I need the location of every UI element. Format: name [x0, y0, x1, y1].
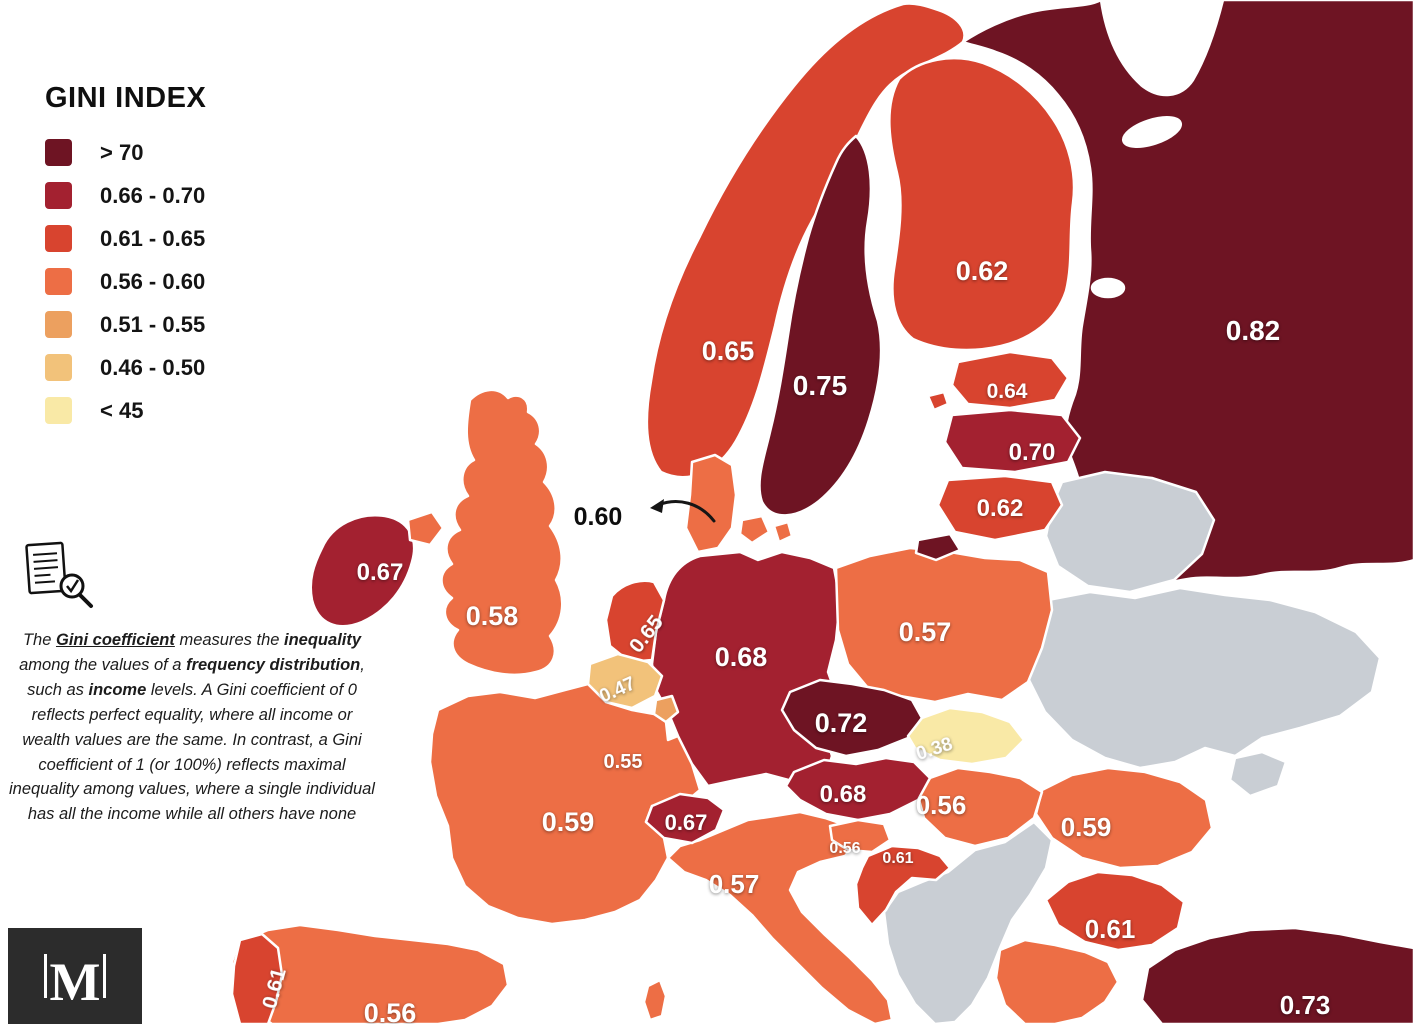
country-belarus	[1044, 470, 1216, 594]
country-hungary	[916, 766, 1044, 848]
label-croatia: 0.61	[882, 850, 913, 867]
label-italy: 0.57	[709, 869, 760, 899]
country-denmark	[684, 453, 738, 554]
legend-label: > 70	[100, 139, 144, 165]
white-sea	[1099, 0, 1225, 97]
label-luxembourg: 0.55	[604, 751, 643, 773]
estonia-island	[926, 390, 950, 412]
label-slovenia: 0.56	[829, 840, 860, 857]
legend-row: 0.51 - 0.55	[45, 311, 206, 338]
country-belgium	[586, 652, 664, 710]
country-sweden	[758, 134, 883, 517]
legend-row: 0.61 - 0.65	[45, 225, 206, 252]
island-corsica	[642, 978, 668, 1022]
country-norway	[645, 2, 966, 479]
country-romania	[1034, 766, 1214, 870]
legend: GINI INDEX > 70 0.66 - 0.70 0.61 - 0.65 …	[45, 82, 206, 440]
document-magnifier-icon	[25, 541, 93, 608]
legend-swatch	[45, 139, 72, 166]
label-romania: 0.59	[1061, 812, 1112, 842]
country-slovakia	[906, 706, 1026, 766]
denmark-island-funen	[738, 514, 771, 545]
legend-swatch	[45, 225, 72, 252]
map-title: GINI INDEX	[45, 82, 207, 114]
brand-logo: M	[8, 928, 142, 1024]
country-slovenia	[828, 818, 892, 854]
label-france: 0.59	[542, 807, 595, 837]
label-austria: 0.68	[820, 781, 867, 808]
region-western-balkans	[882, 820, 1054, 1024]
country-latvia	[943, 408, 1082, 474]
legend-label: 0.51 - 0.55	[100, 311, 206, 337]
brand-monogram: M	[44, 952, 106, 1012]
lake-onega	[1121, 116, 1183, 148]
legend-label: 0.56 - 0.60	[100, 268, 206, 294]
country-greece	[994, 938, 1120, 1024]
lake-ladoga	[1090, 277, 1126, 299]
legend-label: 0.61 - 0.65	[100, 225, 206, 251]
country-finland	[888, 57, 1076, 352]
country-lithuania	[936, 474, 1064, 542]
description-text: The Gini coefficient measures the inequa…	[9, 631, 375, 824]
region-kaliningrad	[914, 532, 962, 562]
label-denmark: 0.60	[574, 503, 623, 531]
country-united-kingdom	[440, 388, 564, 677]
country-croatia	[854, 844, 952, 927]
legend-label: < 45	[100, 397, 144, 423]
label-germany: 0.68	[715, 642, 768, 672]
country-luxembourg	[652, 694, 680, 724]
country-switzerland	[644, 792, 726, 845]
country-ireland	[309, 514, 416, 628]
label-bulgaria: 0.61	[1085, 914, 1136, 944]
denmark-island-zealand	[772, 520, 794, 544]
country-italy	[666, 810, 894, 1024]
country-austria	[784, 756, 932, 822]
legend-label: 0.66 - 0.70	[100, 182, 206, 208]
country-ukraine	[1026, 586, 1382, 770]
label-spain: 0.56	[364, 998, 417, 1024]
label-finland: 0.62	[956, 256, 1009, 286]
label-latvia: 0.70	[1009, 439, 1056, 466]
legend-row: 0.56 - 0.60	[45, 268, 206, 295]
denmark-arrow	[650, 499, 716, 523]
country-bulgaria	[1044, 870, 1186, 952]
region-crimea	[1228, 750, 1288, 798]
label-norway: 0.65	[702, 336, 755, 366]
country-estonia	[950, 350, 1070, 410]
legend-swatch	[45, 397, 72, 424]
region-northern-ireland	[406, 510, 445, 547]
label-sweden: 0.75	[793, 370, 848, 401]
label-hungary: 0.56	[916, 790, 967, 820]
label-estonia: 0.64	[987, 380, 1028, 403]
country-turkey	[1140, 926, 1414, 1024]
legend-row: < 45	[45, 397, 206, 424]
label-lithuania: 0.62	[977, 495, 1024, 522]
label-poland: 0.57	[899, 617, 952, 647]
label-switzerland: 0.67	[665, 810, 708, 835]
country-portugal	[230, 932, 284, 1024]
legend-row: > 70	[45, 139, 206, 166]
legend-swatch	[45, 354, 72, 381]
label-turkey: 0.73	[1280, 990, 1331, 1020]
legend-swatch	[45, 311, 72, 338]
label-czechia: 0.72	[815, 708, 868, 738]
label-russia: 0.82	[1226, 315, 1281, 346]
legend-swatch	[45, 182, 72, 209]
legend-row: 0.66 - 0.70	[45, 182, 206, 209]
label-united-kingdom: 0.58	[466, 601, 519, 631]
legend-swatch	[45, 268, 72, 295]
label-ireland: 0.67	[357, 559, 404, 586]
legend-row: 0.46 - 0.50	[45, 354, 206, 381]
logo-letter: M	[50, 952, 101, 1012]
legend-label: 0.46 - 0.50	[100, 354, 206, 380]
